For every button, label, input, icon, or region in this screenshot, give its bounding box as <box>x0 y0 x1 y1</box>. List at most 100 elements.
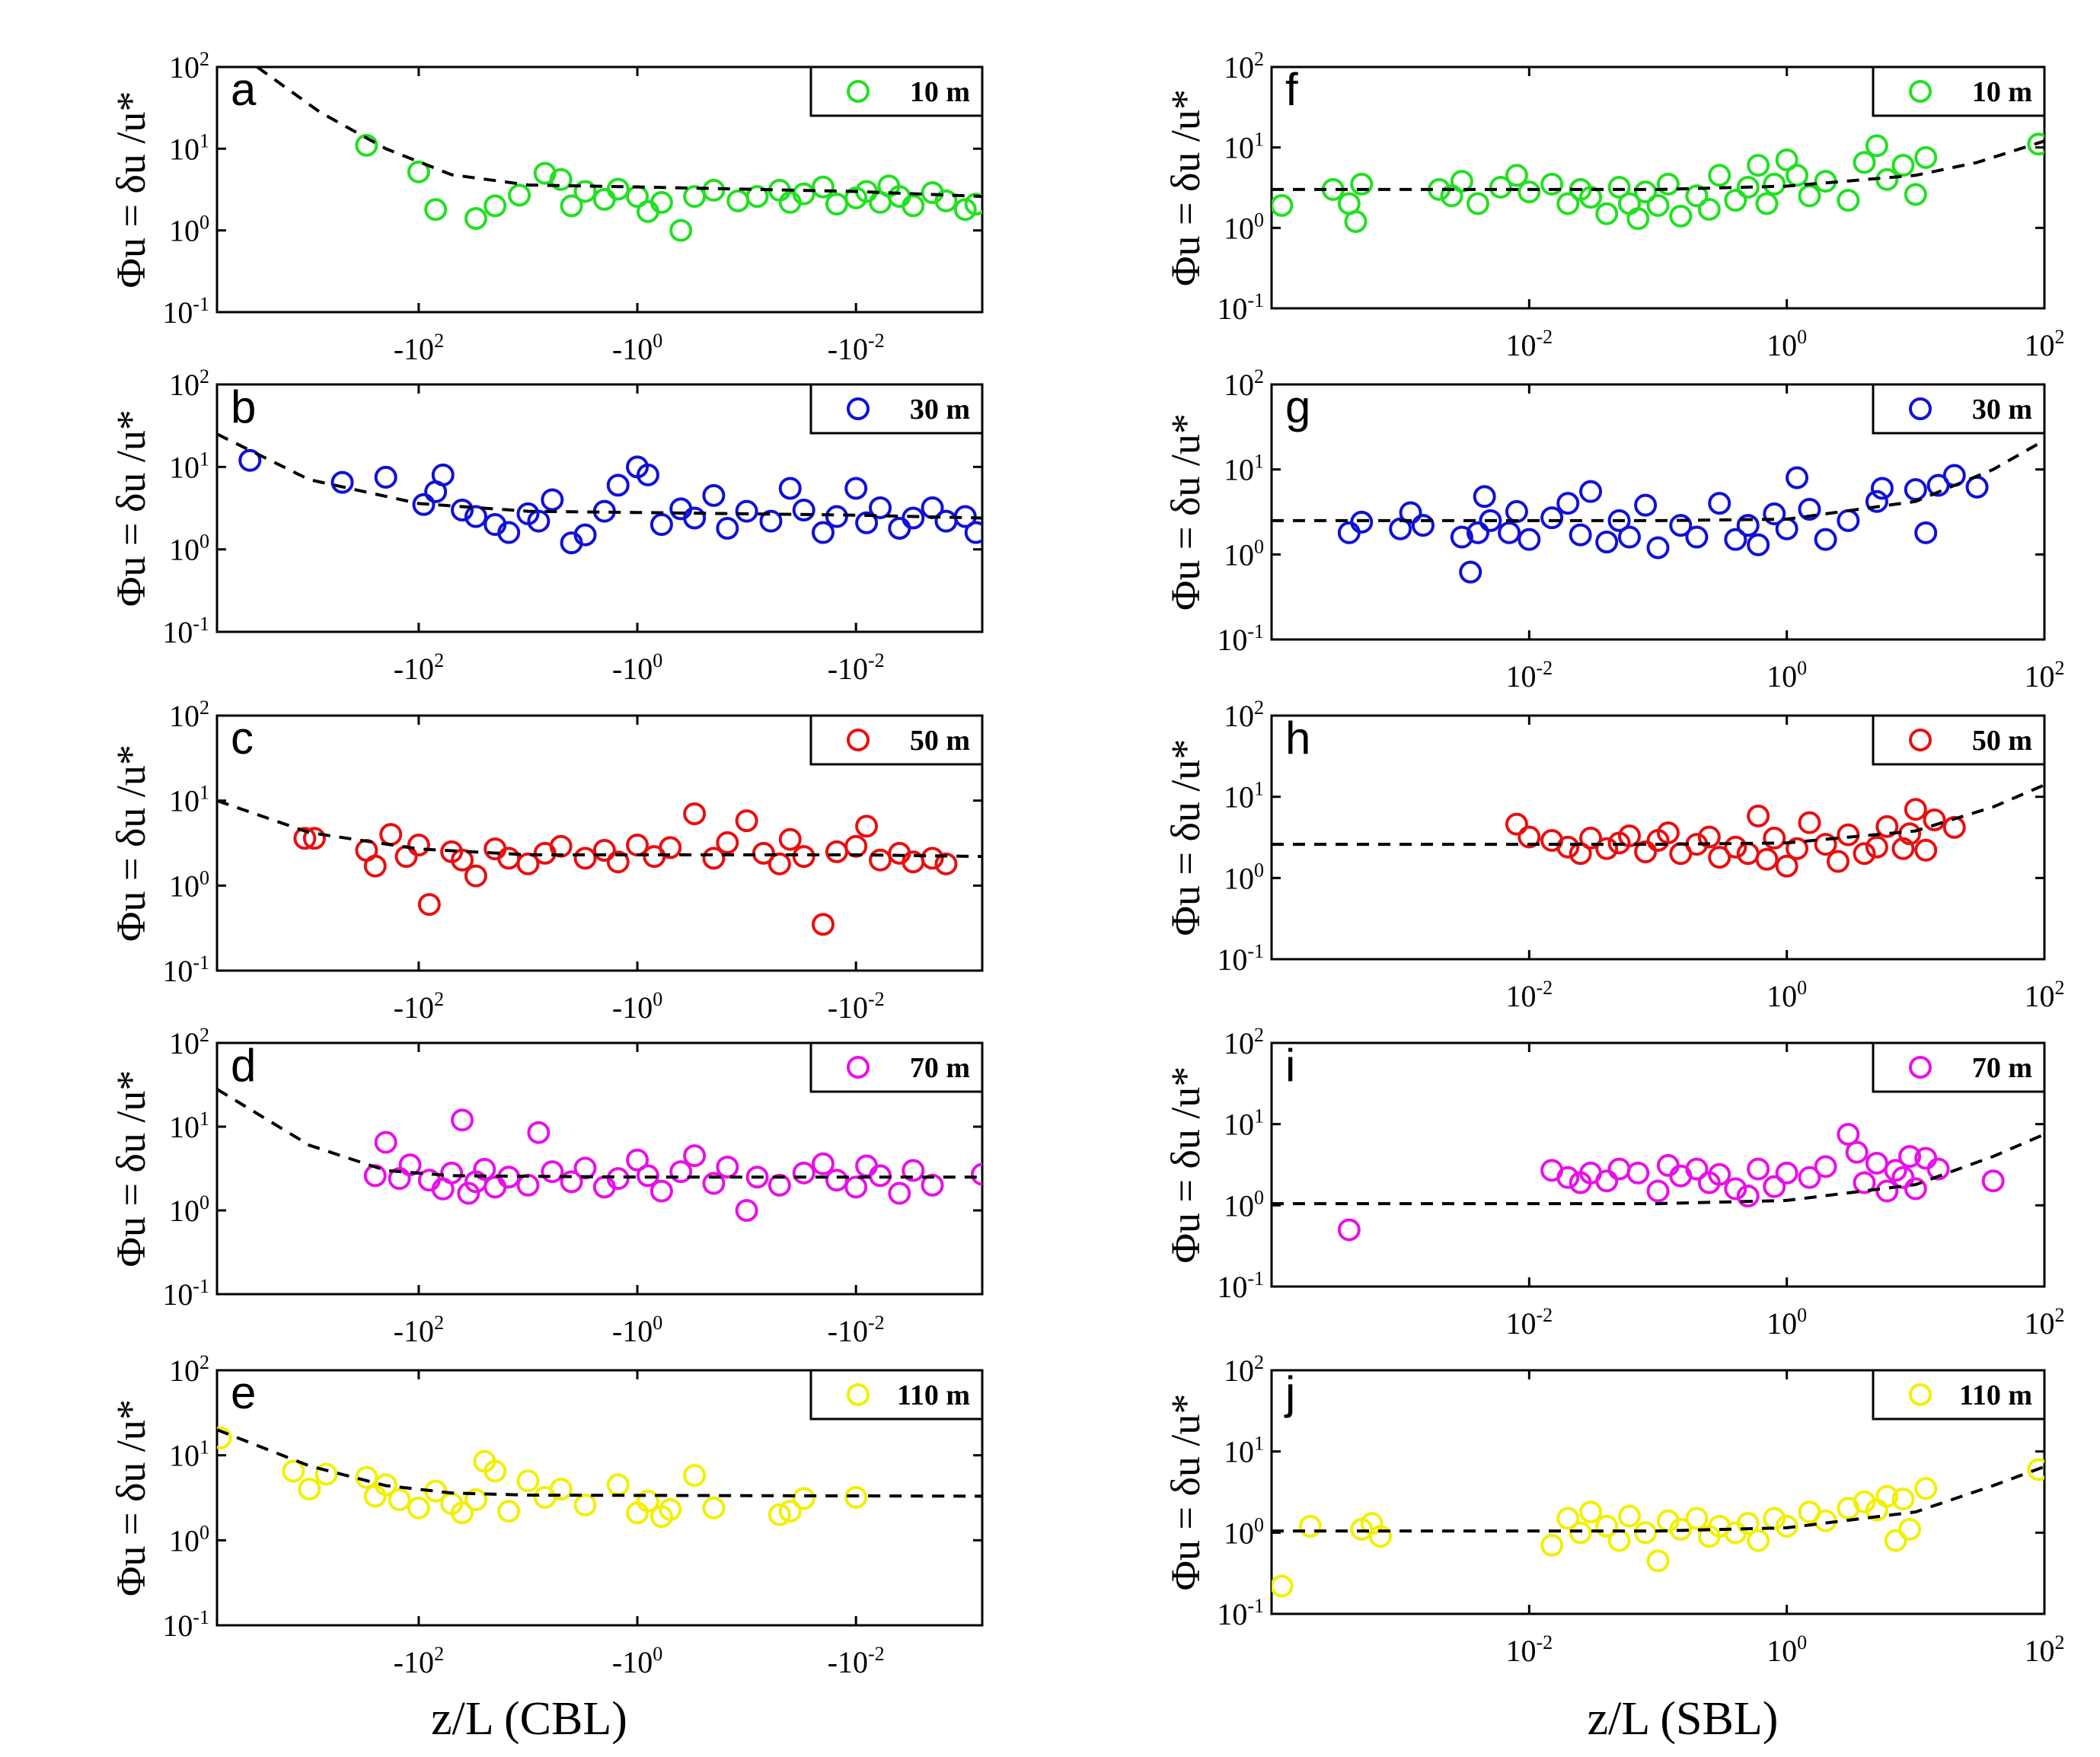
legend-box <box>1872 65 2046 117</box>
plot-area <box>217 1426 982 1529</box>
data-point <box>573 847 597 870</box>
panel-letter: h <box>1285 713 1310 764</box>
data-point <box>1617 525 1641 549</box>
data-point <box>1775 1514 1798 1538</box>
data-point <box>1826 850 1849 873</box>
x-tick-label: 102 <box>2025 1631 2065 1668</box>
legend-marker <box>847 80 870 103</box>
axes-box <box>215 65 984 314</box>
data-point <box>1556 492 1580 515</box>
data-point <box>636 463 659 486</box>
plot-area <box>1272 1458 2044 1598</box>
axes-box <box>1270 1369 2046 1615</box>
legend-box <box>809 1369 984 1421</box>
data-point <box>1708 492 1731 515</box>
data-point <box>1798 811 1821 834</box>
data-point <box>921 1173 944 1197</box>
y-tick-label: 10-1 <box>1217 1268 1264 1304</box>
y-tick-label: 102 <box>1224 697 1264 733</box>
y-axis-label: Φu = δu /u* <box>1163 739 1208 936</box>
data-point <box>811 1152 835 1175</box>
x-tick-label: -10-2 <box>828 1643 885 1679</box>
data-point <box>811 521 835 544</box>
panel-i: 10-1 100 101 102 10-2 100 102 Φu = δu /u* i 70 m <box>1163 1024 2065 1341</box>
y-axis-label: Φu = δu /u* <box>1163 413 1208 611</box>
data-point <box>768 852 791 875</box>
data-point <box>606 1167 630 1191</box>
data-point <box>1634 180 1658 204</box>
data-point <box>1634 840 1658 863</box>
legend-label: 10 m <box>910 76 970 108</box>
data-point <box>516 1469 540 1493</box>
y-tick-label: 10-1 <box>1217 1595 1264 1631</box>
data-point <box>649 190 673 214</box>
data-point <box>1747 1529 1770 1552</box>
data-point <box>1724 528 1747 551</box>
data-point <box>298 1478 321 1501</box>
data-point <box>1518 180 1541 204</box>
data-point <box>431 463 455 486</box>
legend-label: 50 m <box>910 725 970 757</box>
y-axis-label: Φu = δu /u* <box>108 91 154 289</box>
data-point <box>1556 1165 1580 1189</box>
data-point <box>560 194 583 218</box>
data-point <box>355 133 378 157</box>
data-point <box>1685 1507 1709 1530</box>
panel-letter: e <box>231 1367 256 1418</box>
data-point <box>1786 164 1809 187</box>
data-point <box>407 160 430 183</box>
plot-area <box>217 799 982 936</box>
data-point <box>768 1503 791 1526</box>
data-point <box>374 1473 397 1497</box>
data-point <box>636 1489 659 1513</box>
data-point <box>792 1487 815 1510</box>
data-point <box>363 854 387 878</box>
data-point <box>1626 207 1650 231</box>
y-tick-label: 100 <box>1224 859 1264 895</box>
data-point <box>1540 1533 1564 1557</box>
data-point <box>683 506 707 530</box>
data-point <box>1337 1218 1361 1242</box>
data-point <box>844 1485 868 1509</box>
data-point <box>1724 189 1747 212</box>
fit-curve <box>217 432 982 520</box>
data-point <box>1459 560 1482 584</box>
y-axis-label: Φu = δu /u* <box>108 1070 154 1268</box>
legend-box <box>809 65 984 117</box>
data-point <box>1798 1165 1821 1189</box>
data-point <box>735 499 758 523</box>
data-point <box>1656 172 1680 196</box>
y-axis-label: Φu = δu /u* <box>108 1399 154 1596</box>
data-point <box>745 1165 769 1189</box>
data-point <box>464 206 487 230</box>
data-point <box>1697 825 1721 849</box>
data-point <box>1607 175 1631 199</box>
panel-letter: c <box>231 713 254 764</box>
x-tick-label: -100 <box>612 330 662 366</box>
data-point <box>484 1459 507 1483</box>
data-point <box>1646 1179 1670 1203</box>
plot-area <box>1272 1122 2044 1242</box>
data-point <box>1891 1488 1915 1511</box>
data-point <box>683 802 707 825</box>
data-point <box>330 470 354 494</box>
data-point <box>1626 1161 1650 1185</box>
plot-area <box>1272 438 2044 584</box>
data-point <box>1350 172 1374 196</box>
data-point <box>1272 193 1294 217</box>
panel-d: 10-1 100 101 102 -102 -100 -10-2 Φu = δu /u* d 70… <box>108 1024 984 1348</box>
data-point <box>1837 189 1860 212</box>
data-point <box>921 847 944 870</box>
axes-box <box>1270 383 2046 641</box>
fit-curve <box>217 799 982 859</box>
y-tick-label: 102 <box>1224 365 1264 402</box>
x-tick-label: -102 <box>394 988 444 1025</box>
plot-area <box>1272 783 2044 878</box>
data-point <box>1669 514 1693 537</box>
data-point <box>964 521 982 544</box>
y-tick-label: 101 <box>169 448 209 484</box>
data-point <box>1595 837 1619 860</box>
data-point <box>1814 833 1837 856</box>
data-point <box>573 523 597 547</box>
data-point <box>1747 533 1770 556</box>
